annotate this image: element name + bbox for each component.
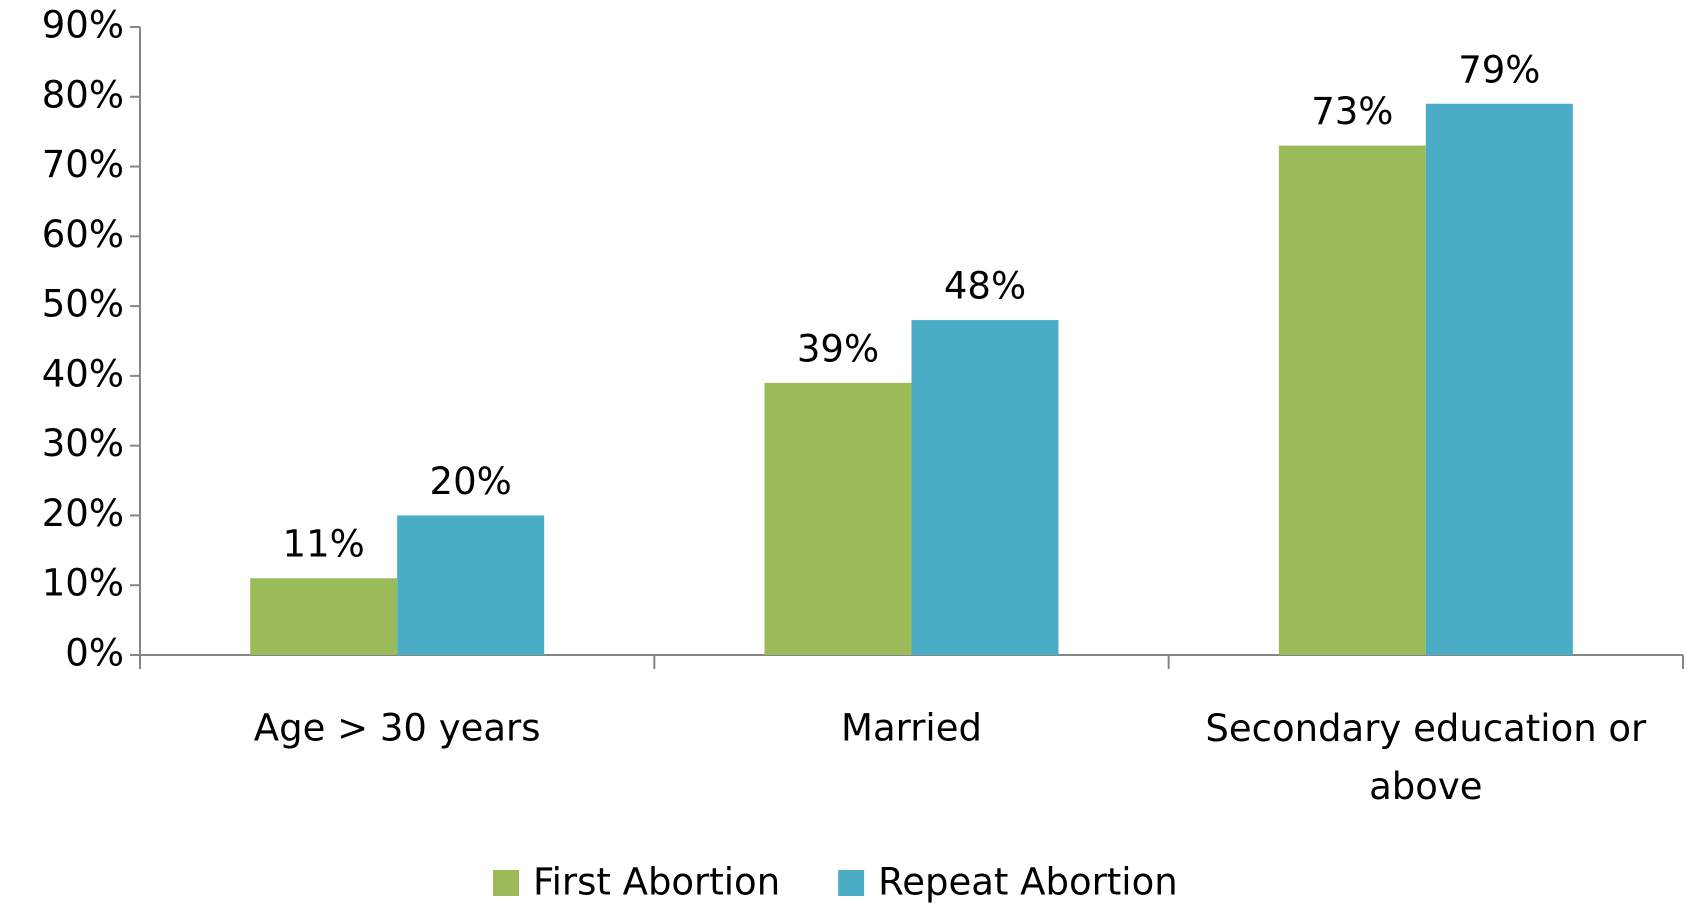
- x-tick-label: Secondary education or above: [1205, 707, 1647, 808]
- y-tick-label: 20%: [42, 492, 124, 535]
- data-label: 39%: [797, 327, 879, 370]
- x-tick-label: Married: [841, 707, 982, 750]
- data-label: 48%: [944, 265, 1026, 308]
- y-tick-label: 40%: [42, 352, 124, 395]
- data-label: 20%: [430, 460, 512, 503]
- bar: [911, 320, 1059, 655]
- legend-label: First Abortion: [533, 861, 780, 904]
- y-tick-label: 30%: [42, 422, 124, 465]
- y-tick-label: 80%: [42, 73, 124, 116]
- y-tick-label: 70%: [42, 143, 124, 186]
- bar: [1425, 103, 1573, 655]
- data-label: 79%: [1458, 48, 1540, 91]
- y-tick-label: 90%: [42, 4, 124, 47]
- bar: [1278, 145, 1426, 655]
- y-tick-label: 50%: [42, 283, 124, 326]
- legend-swatch: [838, 870, 865, 896]
- y-tick-label: 10%: [42, 562, 124, 605]
- bar: [250, 578, 398, 655]
- bar: [764, 382, 912, 655]
- y-tick-label: 0%: [65, 632, 124, 675]
- y-tick-label: 60%: [42, 213, 124, 256]
- bar: [397, 515, 545, 655]
- legend-label: Repeat Abortion: [878, 861, 1178, 904]
- data-label: 11%: [283, 523, 365, 566]
- x-tick-label: Age > 30 years: [254, 707, 541, 750]
- legend-swatch: [493, 870, 519, 896]
- data-label: 73%: [1311, 90, 1393, 133]
